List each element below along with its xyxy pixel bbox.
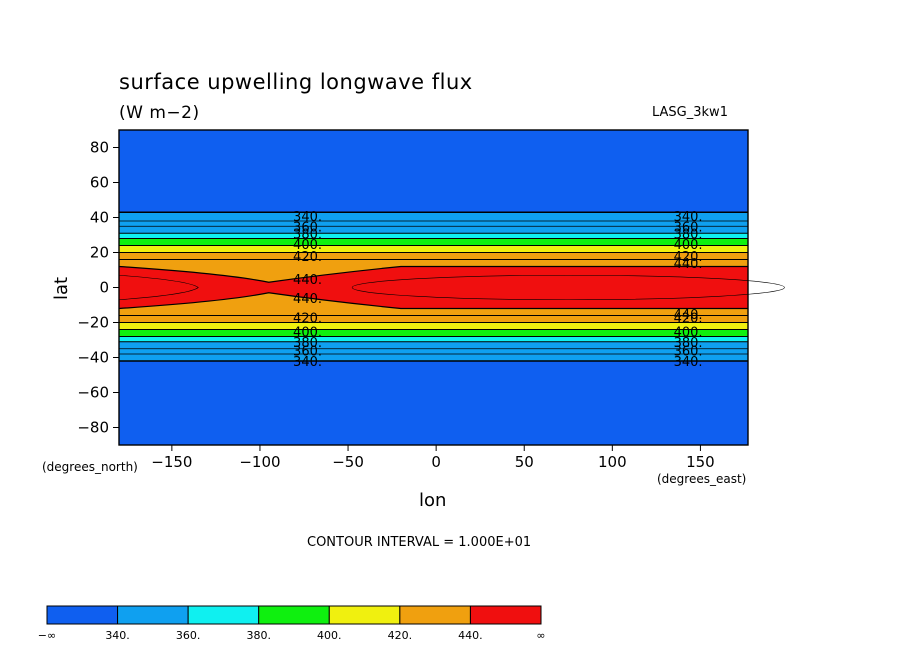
- contour-label-0-7: 380.: [293, 336, 322, 351]
- chart-units: (W m−2): [119, 103, 200, 123]
- pinch-north: [119, 266, 401, 283]
- contour-label-1-4: 420.: [674, 250, 703, 265]
- contour-inner-east: [351, 274, 785, 301]
- contour-label-1-8: 360.: [674, 345, 703, 360]
- contour-label-0-5: 420.: [293, 311, 322, 326]
- colorbar-label-7: ∞: [536, 629, 545, 642]
- contour-440-south: [118, 292, 748, 310]
- pinch-south: [119, 292, 401, 309]
- contour-label-1-9: 340.: [674, 355, 703, 370]
- band-1: [119, 212, 748, 234]
- colorbar-swatch-6: [469, 605, 542, 625]
- x-tick-label-4: 50: [515, 453, 534, 471]
- band-10: [119, 336, 748, 342]
- colorbar-swatch-3: [258, 605, 330, 625]
- contour-label-440-east-s: 440.: [674, 308, 703, 323]
- x-tick-label-0: −150: [151, 453, 192, 471]
- contour-440-north: [118, 265, 748, 283]
- band-8: [119, 322, 748, 330]
- x-tick-label-3: 0: [431, 453, 441, 471]
- colorbar-label-5: 420.: [388, 629, 413, 642]
- contour-label-1-6: 400.: [674, 325, 703, 340]
- band-11: [119, 341, 748, 361]
- colorbar-label-4: 400.: [317, 629, 342, 642]
- colorbar-swatch-5: [399, 605, 471, 625]
- y-tick-label-0: 80: [90, 139, 109, 157]
- y-unit-label: (degrees_north): [42, 460, 138, 474]
- band-9: [119, 329, 748, 337]
- contour-label-1-3: 400.: [674, 238, 703, 253]
- contour-label-0-4: 420.: [293, 250, 322, 265]
- colorbar-swatch-1: [117, 605, 189, 625]
- y-tick-label-7: −60: [77, 384, 109, 402]
- contour-label-440-1: 440.: [293, 292, 322, 307]
- colorbar-label-2: 360.: [176, 629, 201, 642]
- x-axis-label: lon: [419, 490, 447, 511]
- y-tick-label-8: −80: [77, 419, 109, 437]
- dataset-label: LASG_3kw1: [652, 105, 728, 120]
- colorbar-swatch-4: [328, 605, 401, 625]
- colorbar-label-3: 380.: [246, 629, 271, 642]
- x-tick-label-2: −50: [332, 453, 364, 471]
- contour-label-1-5: 420.: [674, 311, 703, 326]
- contour-label-0-6: 400.: [293, 325, 322, 340]
- y-axis-label: lat: [51, 276, 73, 301]
- y-tick-label-5: −20: [77, 314, 109, 332]
- contour-label-1-1: 360.: [674, 220, 703, 235]
- x-tick-label-1: −100: [239, 453, 280, 471]
- colorbar-label-6: 440.: [458, 629, 483, 642]
- x-unit-label: (degrees_east): [657, 472, 747, 486]
- contour-label-440-0: 440.: [293, 273, 322, 288]
- contour-label-0-3: 400.: [293, 238, 322, 253]
- y-tick-label-1: 60: [90, 174, 109, 192]
- chart-title: surface upwelling longwave flux: [119, 70, 473, 94]
- contour-label-0-9: 340.: [293, 355, 322, 370]
- band-2: [119, 233, 748, 239]
- contour-label-0-0: 340.: [293, 210, 322, 225]
- colorbar-label-1: 340.: [105, 629, 130, 642]
- colorbar-label-0: −∞: [38, 629, 56, 642]
- contour-label-0-2: 380.: [293, 227, 322, 242]
- contour-label-0-8: 360.: [293, 345, 322, 360]
- x-tick-label-6: 150: [686, 453, 715, 471]
- y-tick-label-6: −40: [77, 349, 109, 367]
- contour-label-1-2: 380.: [674, 227, 703, 242]
- y-tick-label-4: 0: [99, 279, 109, 297]
- x-tick-label-5: 100: [598, 453, 627, 471]
- band-12: [119, 361, 748, 445]
- band-3: [119, 238, 748, 246]
- band-4: [119, 245, 748, 253]
- contour-label-1-7: 380.: [674, 336, 703, 351]
- colorbar-swatch-2: [187, 605, 260, 625]
- contour-inner-west: [118, 274, 199, 301]
- band-0: [119, 130, 748, 213]
- colorbar-swatch-0: [46, 605, 119, 625]
- contour-label-440-east-n: 440.: [674, 257, 703, 272]
- y-tick-label-2: 40: [90, 209, 109, 227]
- contour-label-1-0: 340.: [674, 210, 703, 225]
- contour-interval-text: CONTOUR INTERVAL = 1.000E+01: [307, 535, 532, 550]
- y-tick-label-3: 20: [90, 244, 109, 262]
- contour-label-0-1: 360.: [293, 220, 322, 235]
